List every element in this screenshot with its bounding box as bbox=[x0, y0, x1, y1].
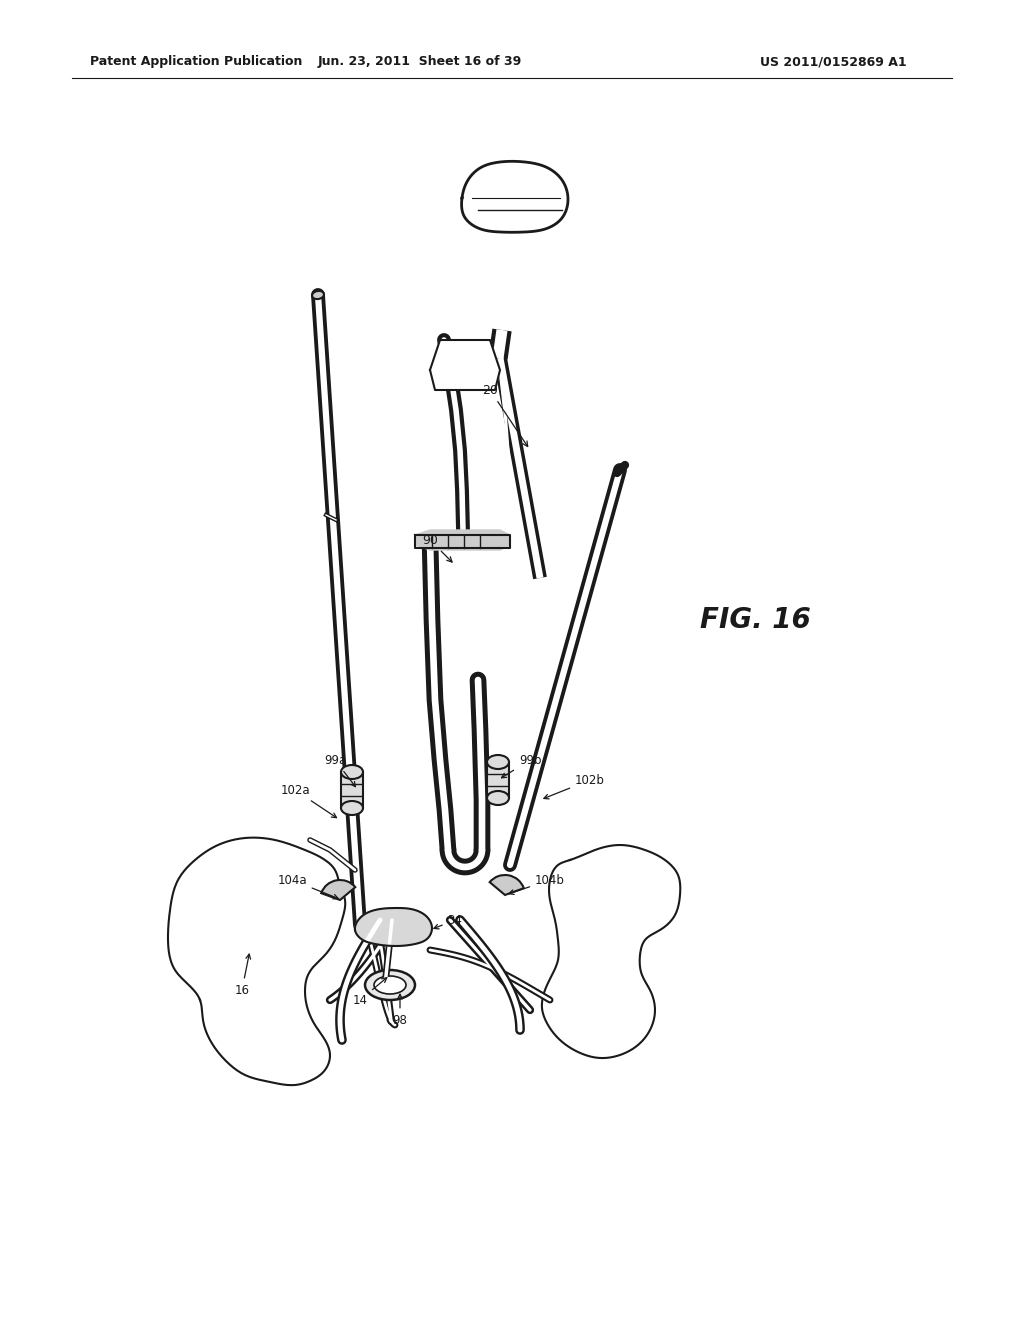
Polygon shape bbox=[430, 341, 500, 389]
Ellipse shape bbox=[374, 975, 406, 994]
Polygon shape bbox=[462, 161, 568, 232]
Polygon shape bbox=[168, 838, 345, 1085]
Ellipse shape bbox=[341, 766, 362, 779]
Polygon shape bbox=[415, 531, 510, 550]
Text: US 2011/0152869 A1: US 2011/0152869 A1 bbox=[760, 55, 906, 69]
Text: 104b: 104b bbox=[509, 874, 565, 895]
Text: 14: 14 bbox=[352, 978, 387, 1006]
Text: Jun. 23, 2011  Sheet 16 of 39: Jun. 23, 2011 Sheet 16 of 39 bbox=[317, 55, 522, 69]
Ellipse shape bbox=[341, 801, 362, 814]
Polygon shape bbox=[355, 908, 432, 946]
Text: 99a: 99a bbox=[324, 754, 355, 787]
Text: 104a: 104a bbox=[278, 874, 338, 899]
Text: 90: 90 bbox=[422, 533, 452, 562]
Text: 20: 20 bbox=[482, 384, 527, 446]
Ellipse shape bbox=[487, 791, 509, 805]
Text: 98: 98 bbox=[392, 994, 408, 1027]
Wedge shape bbox=[489, 875, 524, 895]
Text: Patent Application Publication: Patent Application Publication bbox=[90, 55, 302, 69]
Text: 102a: 102a bbox=[281, 784, 337, 817]
FancyBboxPatch shape bbox=[341, 772, 362, 808]
Polygon shape bbox=[498, 360, 522, 570]
Text: 102b: 102b bbox=[544, 774, 605, 799]
Polygon shape bbox=[542, 845, 680, 1059]
Wedge shape bbox=[322, 880, 355, 900]
Text: FIG. 16: FIG. 16 bbox=[700, 606, 811, 634]
Ellipse shape bbox=[487, 755, 509, 770]
Text: 16: 16 bbox=[234, 954, 251, 997]
Text: 34: 34 bbox=[434, 913, 463, 929]
Ellipse shape bbox=[365, 970, 415, 1001]
FancyBboxPatch shape bbox=[487, 762, 509, 799]
Ellipse shape bbox=[312, 290, 324, 300]
Text: 99b: 99b bbox=[502, 754, 542, 777]
